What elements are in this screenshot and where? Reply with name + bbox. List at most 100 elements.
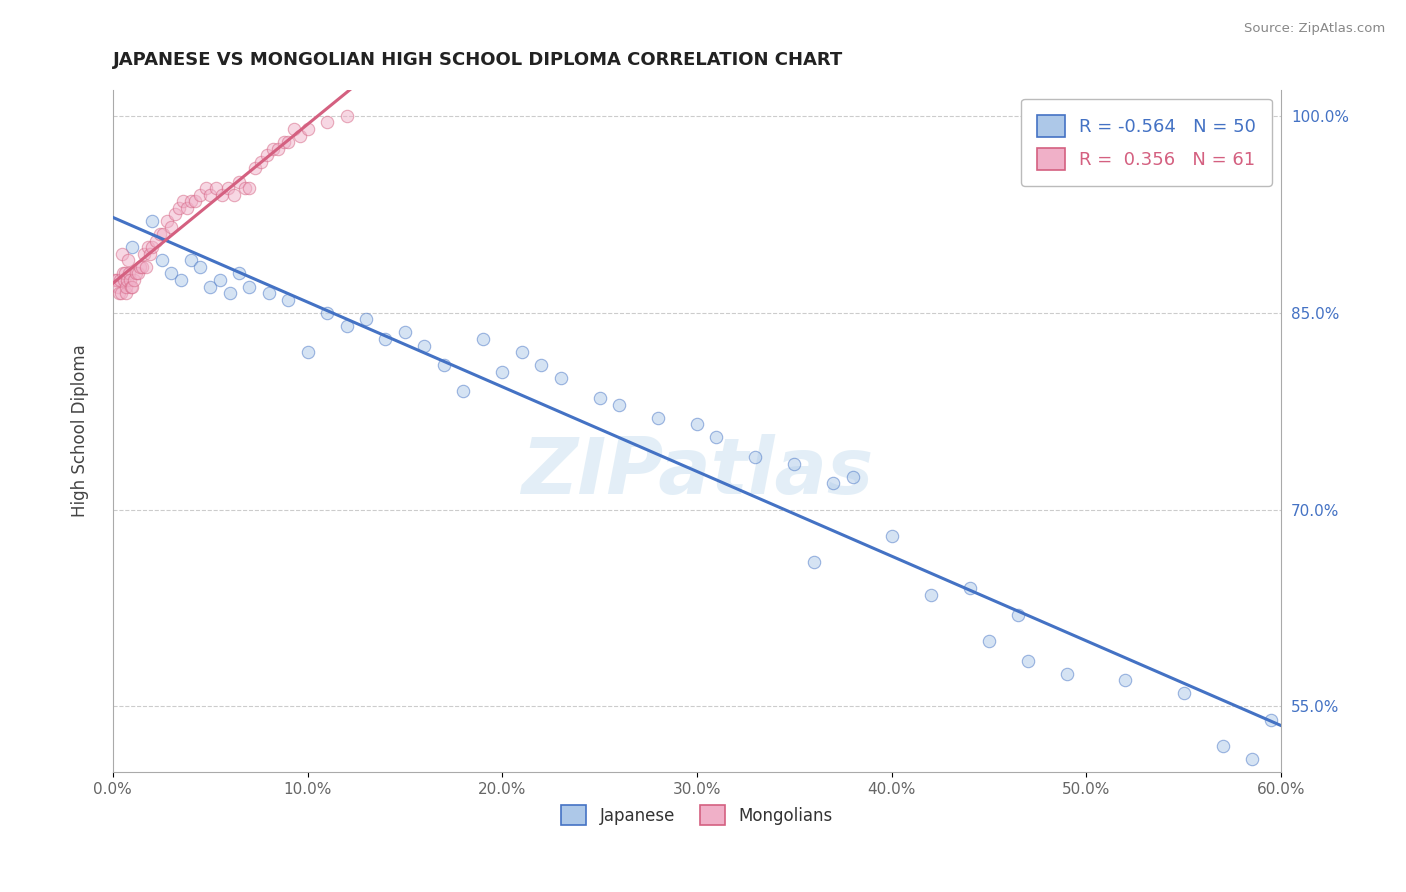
Point bbox=[277, 135, 299, 149]
Point bbox=[273, 135, 295, 149]
Point bbox=[107, 279, 129, 293]
Point bbox=[354, 312, 377, 326]
Point bbox=[170, 273, 193, 287]
Point bbox=[316, 306, 339, 320]
Point bbox=[803, 555, 825, 569]
Point bbox=[150, 253, 173, 268]
Legend: Japanese, Mongolians: Japanese, Mongolians bbox=[554, 798, 839, 832]
Point bbox=[122, 273, 145, 287]
Point bbox=[115, 279, 138, 293]
Point bbox=[129, 260, 152, 274]
Point bbox=[238, 181, 260, 195]
Point bbox=[183, 194, 205, 209]
Point bbox=[160, 266, 183, 280]
Point bbox=[1007, 607, 1029, 622]
Point bbox=[453, 384, 475, 399]
Text: JAPANESE VS MONGOLIAN HIGH SCHOOL DIPLOMA CORRELATION CHART: JAPANESE VS MONGOLIAN HIGH SCHOOL DIPLOM… bbox=[112, 51, 844, 69]
Point bbox=[110, 246, 132, 260]
Point bbox=[783, 457, 806, 471]
Point bbox=[1240, 752, 1263, 766]
Point bbox=[165, 207, 187, 221]
Point bbox=[114, 266, 136, 280]
Point bbox=[148, 227, 170, 241]
Point bbox=[257, 286, 280, 301]
Point bbox=[977, 633, 1000, 648]
Point bbox=[127, 266, 149, 280]
Point bbox=[120, 273, 142, 287]
Point bbox=[107, 286, 129, 301]
Point bbox=[108, 273, 131, 287]
Point bbox=[1173, 686, 1195, 700]
Point bbox=[228, 175, 250, 189]
Point bbox=[959, 582, 981, 596]
Point bbox=[132, 246, 155, 260]
Point bbox=[139, 246, 162, 260]
Point bbox=[316, 115, 339, 129]
Point bbox=[205, 181, 228, 195]
Point bbox=[238, 279, 260, 293]
Point bbox=[112, 273, 135, 287]
Point bbox=[180, 194, 202, 209]
Point bbox=[256, 148, 278, 162]
Point bbox=[172, 194, 194, 209]
Point bbox=[335, 318, 357, 333]
Point bbox=[121, 240, 143, 254]
Point bbox=[114, 286, 136, 301]
Point bbox=[111, 266, 134, 280]
Point bbox=[920, 588, 942, 602]
Point bbox=[211, 187, 233, 202]
Point bbox=[131, 260, 153, 274]
Point bbox=[243, 161, 266, 176]
Point bbox=[176, 201, 198, 215]
Point bbox=[588, 391, 610, 405]
Point bbox=[491, 365, 513, 379]
Point bbox=[823, 476, 845, 491]
Point bbox=[145, 234, 167, 248]
Point bbox=[105, 273, 128, 287]
Point bbox=[262, 142, 284, 156]
Point bbox=[121, 279, 143, 293]
Point bbox=[297, 122, 319, 136]
Text: ZIPatlas: ZIPatlas bbox=[520, 434, 873, 510]
Point bbox=[117, 253, 139, 268]
Point bbox=[550, 371, 572, 385]
Point bbox=[267, 142, 290, 156]
Y-axis label: High School Diploma: High School Diploma bbox=[72, 344, 89, 517]
Point bbox=[218, 286, 240, 301]
Point bbox=[110, 286, 132, 301]
Point bbox=[277, 293, 299, 307]
Point bbox=[190, 260, 212, 274]
Point bbox=[374, 332, 396, 346]
Point bbox=[180, 253, 202, 268]
Point bbox=[510, 345, 533, 359]
Point bbox=[250, 154, 273, 169]
Point bbox=[744, 450, 766, 464]
Point bbox=[1114, 673, 1136, 688]
Point bbox=[152, 227, 174, 241]
Point bbox=[433, 358, 456, 372]
Point bbox=[135, 260, 157, 274]
Point bbox=[200, 187, 222, 202]
Point bbox=[117, 273, 139, 287]
Point bbox=[647, 410, 669, 425]
Text: Source: ZipAtlas.com: Source: ZipAtlas.com bbox=[1244, 22, 1385, 36]
Point bbox=[208, 273, 231, 287]
Point bbox=[1017, 653, 1039, 667]
Point bbox=[288, 128, 311, 143]
Point bbox=[125, 266, 148, 280]
Point bbox=[530, 358, 553, 372]
Point bbox=[394, 326, 416, 340]
Point bbox=[706, 430, 728, 444]
Point bbox=[222, 187, 245, 202]
Point bbox=[217, 181, 239, 195]
Point bbox=[471, 332, 494, 346]
Point bbox=[283, 122, 305, 136]
Point bbox=[842, 470, 865, 484]
Point bbox=[104, 273, 127, 287]
Point bbox=[413, 338, 436, 352]
Point bbox=[607, 398, 630, 412]
Point bbox=[195, 181, 218, 195]
Point bbox=[1260, 713, 1282, 727]
Point bbox=[233, 181, 256, 195]
Point bbox=[297, 345, 319, 359]
